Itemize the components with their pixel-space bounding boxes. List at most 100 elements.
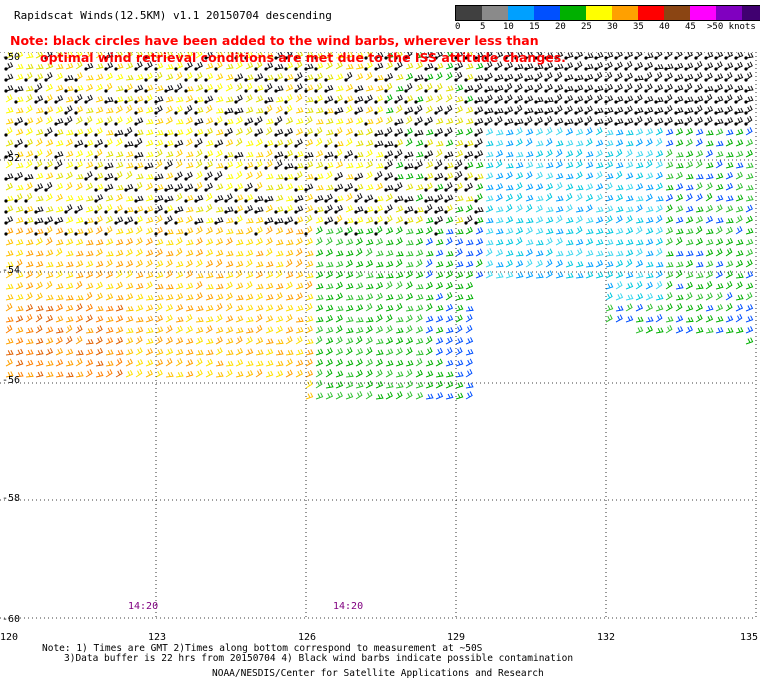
wind-barb — [485, 270, 493, 279]
wind-barb — [745, 271, 754, 279]
wind-barb — [115, 349, 124, 356]
contamination-circle — [454, 177, 458, 181]
contamination-circle — [194, 122, 198, 126]
wind-barb — [435, 261, 444, 268]
wind-barb — [525, 194, 534, 202]
wind-barb — [225, 237, 233, 246]
time-label: 14:20 — [333, 601, 364, 612]
wind-barb — [615, 170, 623, 180]
wind-barb — [375, 182, 384, 191]
wind-barb — [235, 239, 244, 246]
wind-barb — [175, 260, 184, 268]
wind-barb — [225, 206, 234, 213]
wind-barb — [625, 206, 634, 213]
wind-barb — [505, 238, 514, 246]
contamination-circle — [84, 122, 88, 126]
wind-barb — [95, 371, 104, 378]
wind-barb — [25, 292, 33, 301]
wind-barb — [375, 369, 383, 378]
contamination-circle — [484, 56, 488, 60]
wind-barb — [325, 228, 334, 235]
wind-barb — [425, 359, 434, 367]
contamination-circle — [634, 67, 638, 71]
wind-barb — [195, 194, 204, 202]
wind-barb — [5, 216, 14, 224]
contamination-circle — [374, 199, 378, 203]
wind-barb — [285, 239, 294, 246]
wind-barb — [425, 237, 433, 246]
contamination-circle — [154, 177, 158, 181]
contamination-circle — [234, 56, 238, 60]
wind-barb — [415, 151, 424, 158]
wind-barb — [235, 116, 243, 125]
wind-barb — [435, 238, 444, 246]
wind-barb — [115, 304, 124, 312]
wind-barb — [305, 84, 314, 92]
contamination-circle — [274, 67, 278, 71]
wind-barb — [245, 327, 254, 334]
wind-barb — [605, 239, 614, 246]
wind-barb — [525, 271, 534, 279]
wind-barb — [395, 139, 404, 147]
legend-label: 10 — [503, 22, 514, 32]
wind-barb — [205, 283, 214, 290]
wind-barb — [275, 96, 284, 103]
wind-barb — [135, 225, 143, 235]
wind-barb — [315, 392, 324, 400]
wind-barb — [605, 116, 613, 125]
wind-barb — [425, 258, 433, 268]
wind-barb — [555, 71, 563, 81]
wind-barb — [685, 228, 694, 235]
wind-barb — [345, 95, 354, 103]
wind-barb — [275, 217, 284, 224]
wind-barb — [15, 293, 24, 301]
wind-barb — [245, 194, 254, 202]
wind-barb — [275, 85, 284, 92]
wind-barb — [65, 129, 74, 136]
wind-barb — [385, 260, 394, 268]
contamination-circle — [414, 133, 418, 137]
contamination-circle — [134, 100, 138, 104]
wind-barb — [235, 170, 243, 180]
contamination-circle — [124, 89, 128, 93]
wind-barb — [245, 117, 254, 125]
contamination-circle — [14, 199, 18, 203]
wind-barb — [715, 95, 724, 103]
wind-barb — [405, 106, 414, 114]
contamination-circle — [354, 177, 358, 181]
wind-barb — [695, 327, 704, 334]
wind-barb — [355, 282, 364, 290]
wind-barb — [325, 95, 334, 103]
wind-barb — [205, 104, 213, 114]
contamination-circle — [384, 144, 388, 148]
wind-barb — [275, 227, 284, 235]
wind-barb — [165, 259, 173, 268]
wind-barb — [215, 273, 224, 279]
wind-barb — [95, 215, 103, 224]
wind-barb — [25, 261, 34, 268]
wind-barb — [145, 359, 154, 367]
wind-barb — [365, 118, 374, 125]
wind-barb — [95, 292, 103, 301]
wind-barb — [355, 317, 364, 323]
wind-barb — [245, 304, 254, 312]
wind-barb — [225, 83, 233, 92]
contamination-circle — [714, 89, 718, 93]
wind-barb — [255, 324, 263, 334]
wind-barb — [235, 205, 244, 213]
wind-barb — [275, 139, 284, 147]
wind-barb — [105, 52, 114, 59]
wind-barb — [435, 371, 444, 378]
wind-barb — [265, 52, 274, 59]
contamination-circle — [564, 100, 568, 104]
wind-barb — [185, 95, 194, 103]
wind-barb — [675, 205, 684, 213]
wind-barb — [425, 270, 433, 279]
wind-barb — [305, 293, 314, 301]
wind-barb — [705, 140, 714, 147]
wind-barb — [425, 294, 434, 301]
wind-barb — [715, 172, 724, 180]
wind-barb — [85, 338, 94, 345]
wind-barb — [685, 73, 694, 81]
legend-label: 25 — [581, 22, 592, 32]
